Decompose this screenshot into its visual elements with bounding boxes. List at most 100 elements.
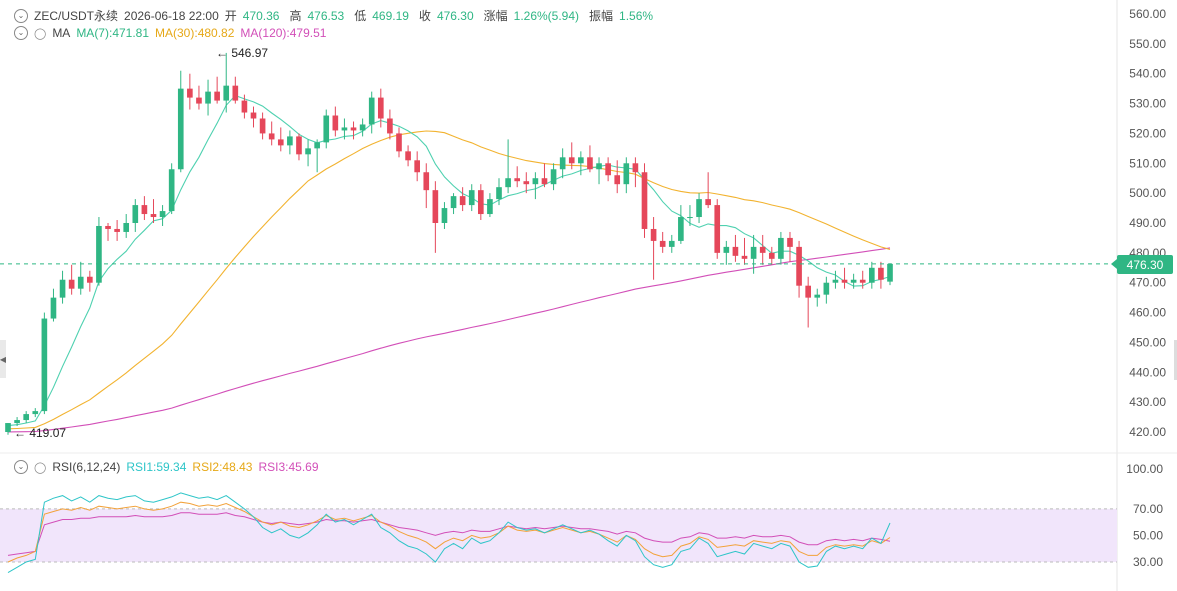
candle-body <box>778 237 784 259</box>
candle-body <box>377 97 384 119</box>
collapse-chevron-icon[interactable]: ⌄ <box>14 8 28 23</box>
rsi-band <box>0 508 1117 562</box>
candle-body <box>196 97 202 104</box>
candle-body <box>232 85 239 101</box>
candle-body <box>205 91 211 104</box>
candle-body <box>659 240 666 247</box>
price-tick-label: 490.00 <box>1129 216 1166 230</box>
rsi3-line <box>7 512 891 556</box>
candle-body <box>14 420 20 424</box>
close-key: 收 <box>418 9 431 23</box>
ma-title: MA <box>52 26 71 40</box>
candle-body <box>832 279 839 283</box>
high-marker: ← 546.97 <box>216 46 269 60</box>
candle-body <box>550 169 557 185</box>
candle-body <box>623 163 630 185</box>
rsi3-value: RSI3:45.69 <box>258 460 319 474</box>
candle-body <box>132 205 139 223</box>
candle-body <box>714 205 721 253</box>
candle-body <box>723 246 730 253</box>
current-price-tag: 476.30 <box>1111 255 1173 274</box>
candle-body <box>596 163 602 170</box>
candle-body <box>159 211 166 218</box>
candle-body <box>741 255 748 259</box>
candle-body <box>259 118 266 134</box>
candle-body <box>805 285 811 298</box>
candle-body <box>441 208 448 223</box>
candle-body <box>650 228 657 241</box>
left-collapse-handle-icon[interactable]: ◀ <box>0 340 6 378</box>
ma120-value: MA(120):479.51 <box>240 26 327 40</box>
collapse-chevron-icon[interactable]: ⌄ <box>14 460 28 474</box>
candle-body <box>668 240 675 247</box>
candle-body <box>523 181 530 185</box>
candle-body <box>505 178 511 188</box>
candle-body <box>241 100 248 113</box>
candle-body <box>614 175 621 185</box>
right-scroll-handle[interactable] <box>1174 340 1177 380</box>
candle-body <box>23 414 30 421</box>
candle-body <box>432 190 439 223</box>
candle-body <box>496 187 502 200</box>
candle-body <box>641 172 648 229</box>
candle-body <box>559 157 566 170</box>
price-tick-label: 530.00 <box>1129 97 1166 111</box>
candle-body <box>350 127 357 131</box>
candle-body <box>68 279 75 289</box>
candle-body <box>96 225 102 283</box>
rsi2-value: RSI2:48.43 <box>192 460 253 474</box>
ma120-line <box>7 247 891 433</box>
open-value: 470.36 <box>242 8 280 23</box>
candle-body <box>387 118 393 134</box>
candle-body <box>223 85 230 101</box>
candle-body <box>268 133 275 140</box>
candle-body <box>514 178 521 182</box>
datetime-label: 2026-06-18 22:00 <box>124 8 219 23</box>
rsi2-line <box>7 501 891 563</box>
low-key: 低 <box>354 9 367 23</box>
candle-body <box>150 214 157 218</box>
close-value: 476.30 <box>436 8 474 23</box>
candle-body <box>187 88 193 98</box>
rsi-tick-label: 70.00 <box>1133 502 1163 516</box>
candle-body <box>423 172 430 191</box>
low-marker: ← 419.07 <box>14 426 67 440</box>
candle-body <box>823 282 830 295</box>
rsi1-value: RSI1:59.34 <box>126 460 187 474</box>
candle-body <box>841 279 848 283</box>
price-tick-label: 450.00 <box>1129 335 1166 349</box>
price-tick-label: 540.00 <box>1129 67 1166 81</box>
price-tick-label: 550.00 <box>1129 37 1166 51</box>
high-key: 高 <box>289 9 302 23</box>
bell-icon[interactable]: ◯ <box>34 27 47 40</box>
rsi-tick-label: 50.00 <box>1133 528 1163 542</box>
candle-body <box>850 279 857 283</box>
candle-body <box>323 115 330 143</box>
price-tick-label: 470.00 <box>1129 276 1166 290</box>
price-tick-label: 520.00 <box>1129 126 1166 140</box>
collapse-chevron-icon[interactable]: ⌄ <box>14 26 28 40</box>
price-tick-label: 440.00 <box>1129 365 1166 379</box>
candle-body <box>287 136 293 146</box>
candle-body <box>5 423 11 432</box>
candle-body <box>678 217 684 241</box>
candle-body <box>314 142 320 149</box>
candle-body <box>359 124 366 131</box>
candle-body <box>50 297 57 319</box>
change-value: 1.26%(5.94) <box>513 8 580 23</box>
ma7-line <box>7 94 891 427</box>
candle-body <box>177 88 184 170</box>
rsi-title: RSI(6,12,24) <box>52 460 121 474</box>
candle-body <box>141 205 148 215</box>
candle-body <box>214 91 220 101</box>
price-tick-label: 460.00 <box>1129 306 1166 320</box>
ma30-value: MA(30):480.82 <box>155 26 235 40</box>
candle-body <box>123 223 130 232</box>
candle-body <box>732 246 739 256</box>
bell-icon[interactable]: ◯ <box>34 461 47 474</box>
candle-body <box>41 318 48 412</box>
price-tick-label: 500.00 <box>1129 186 1166 200</box>
amplitude-value: 1.56% <box>619 8 654 23</box>
